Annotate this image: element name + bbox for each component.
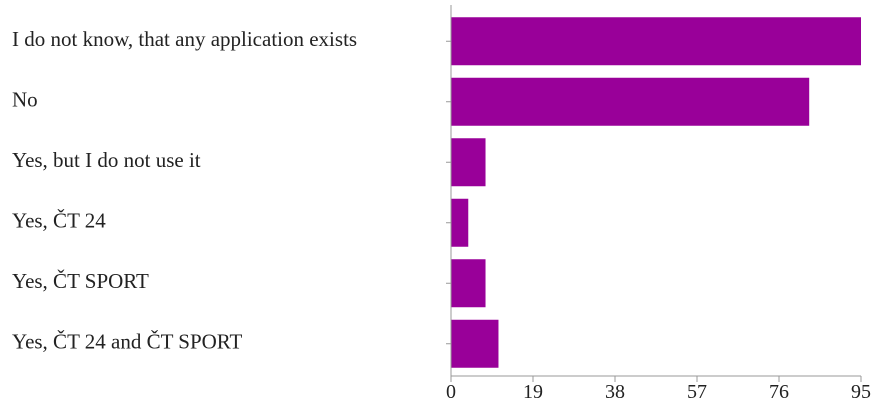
bar	[451, 77, 810, 126]
x-tick-label: 38	[605, 381, 625, 403]
category-label: Yes, but I do not use it	[12, 148, 201, 172]
x-tick-label: 95	[851, 381, 871, 403]
bar	[451, 17, 861, 66]
x-tick-label: 76	[769, 381, 789, 403]
x-tick-label: 19	[523, 381, 543, 403]
x-ticks: 0 19 38 57 76 95	[446, 376, 871, 403]
bar	[451, 198, 469, 247]
bar	[451, 319, 499, 368]
category-label: No	[12, 88, 38, 112]
category-label: Yes, ČT 24 and ČT SPORT	[12, 330, 243, 354]
category-label: Yes, ČT SPORT	[12, 269, 149, 293]
category-labels: I do not know, that any application exis…	[12, 27, 357, 354]
bar	[451, 138, 486, 187]
x-tick-label: 57	[687, 381, 707, 403]
x-tick-label: 0	[446, 381, 456, 403]
bars	[451, 17, 861, 368]
axes	[446, 5, 861, 377]
bar	[451, 259, 486, 308]
category-label: Yes, ČT 24	[12, 209, 106, 233]
category-label: I do not know, that any application exis…	[12, 27, 357, 51]
